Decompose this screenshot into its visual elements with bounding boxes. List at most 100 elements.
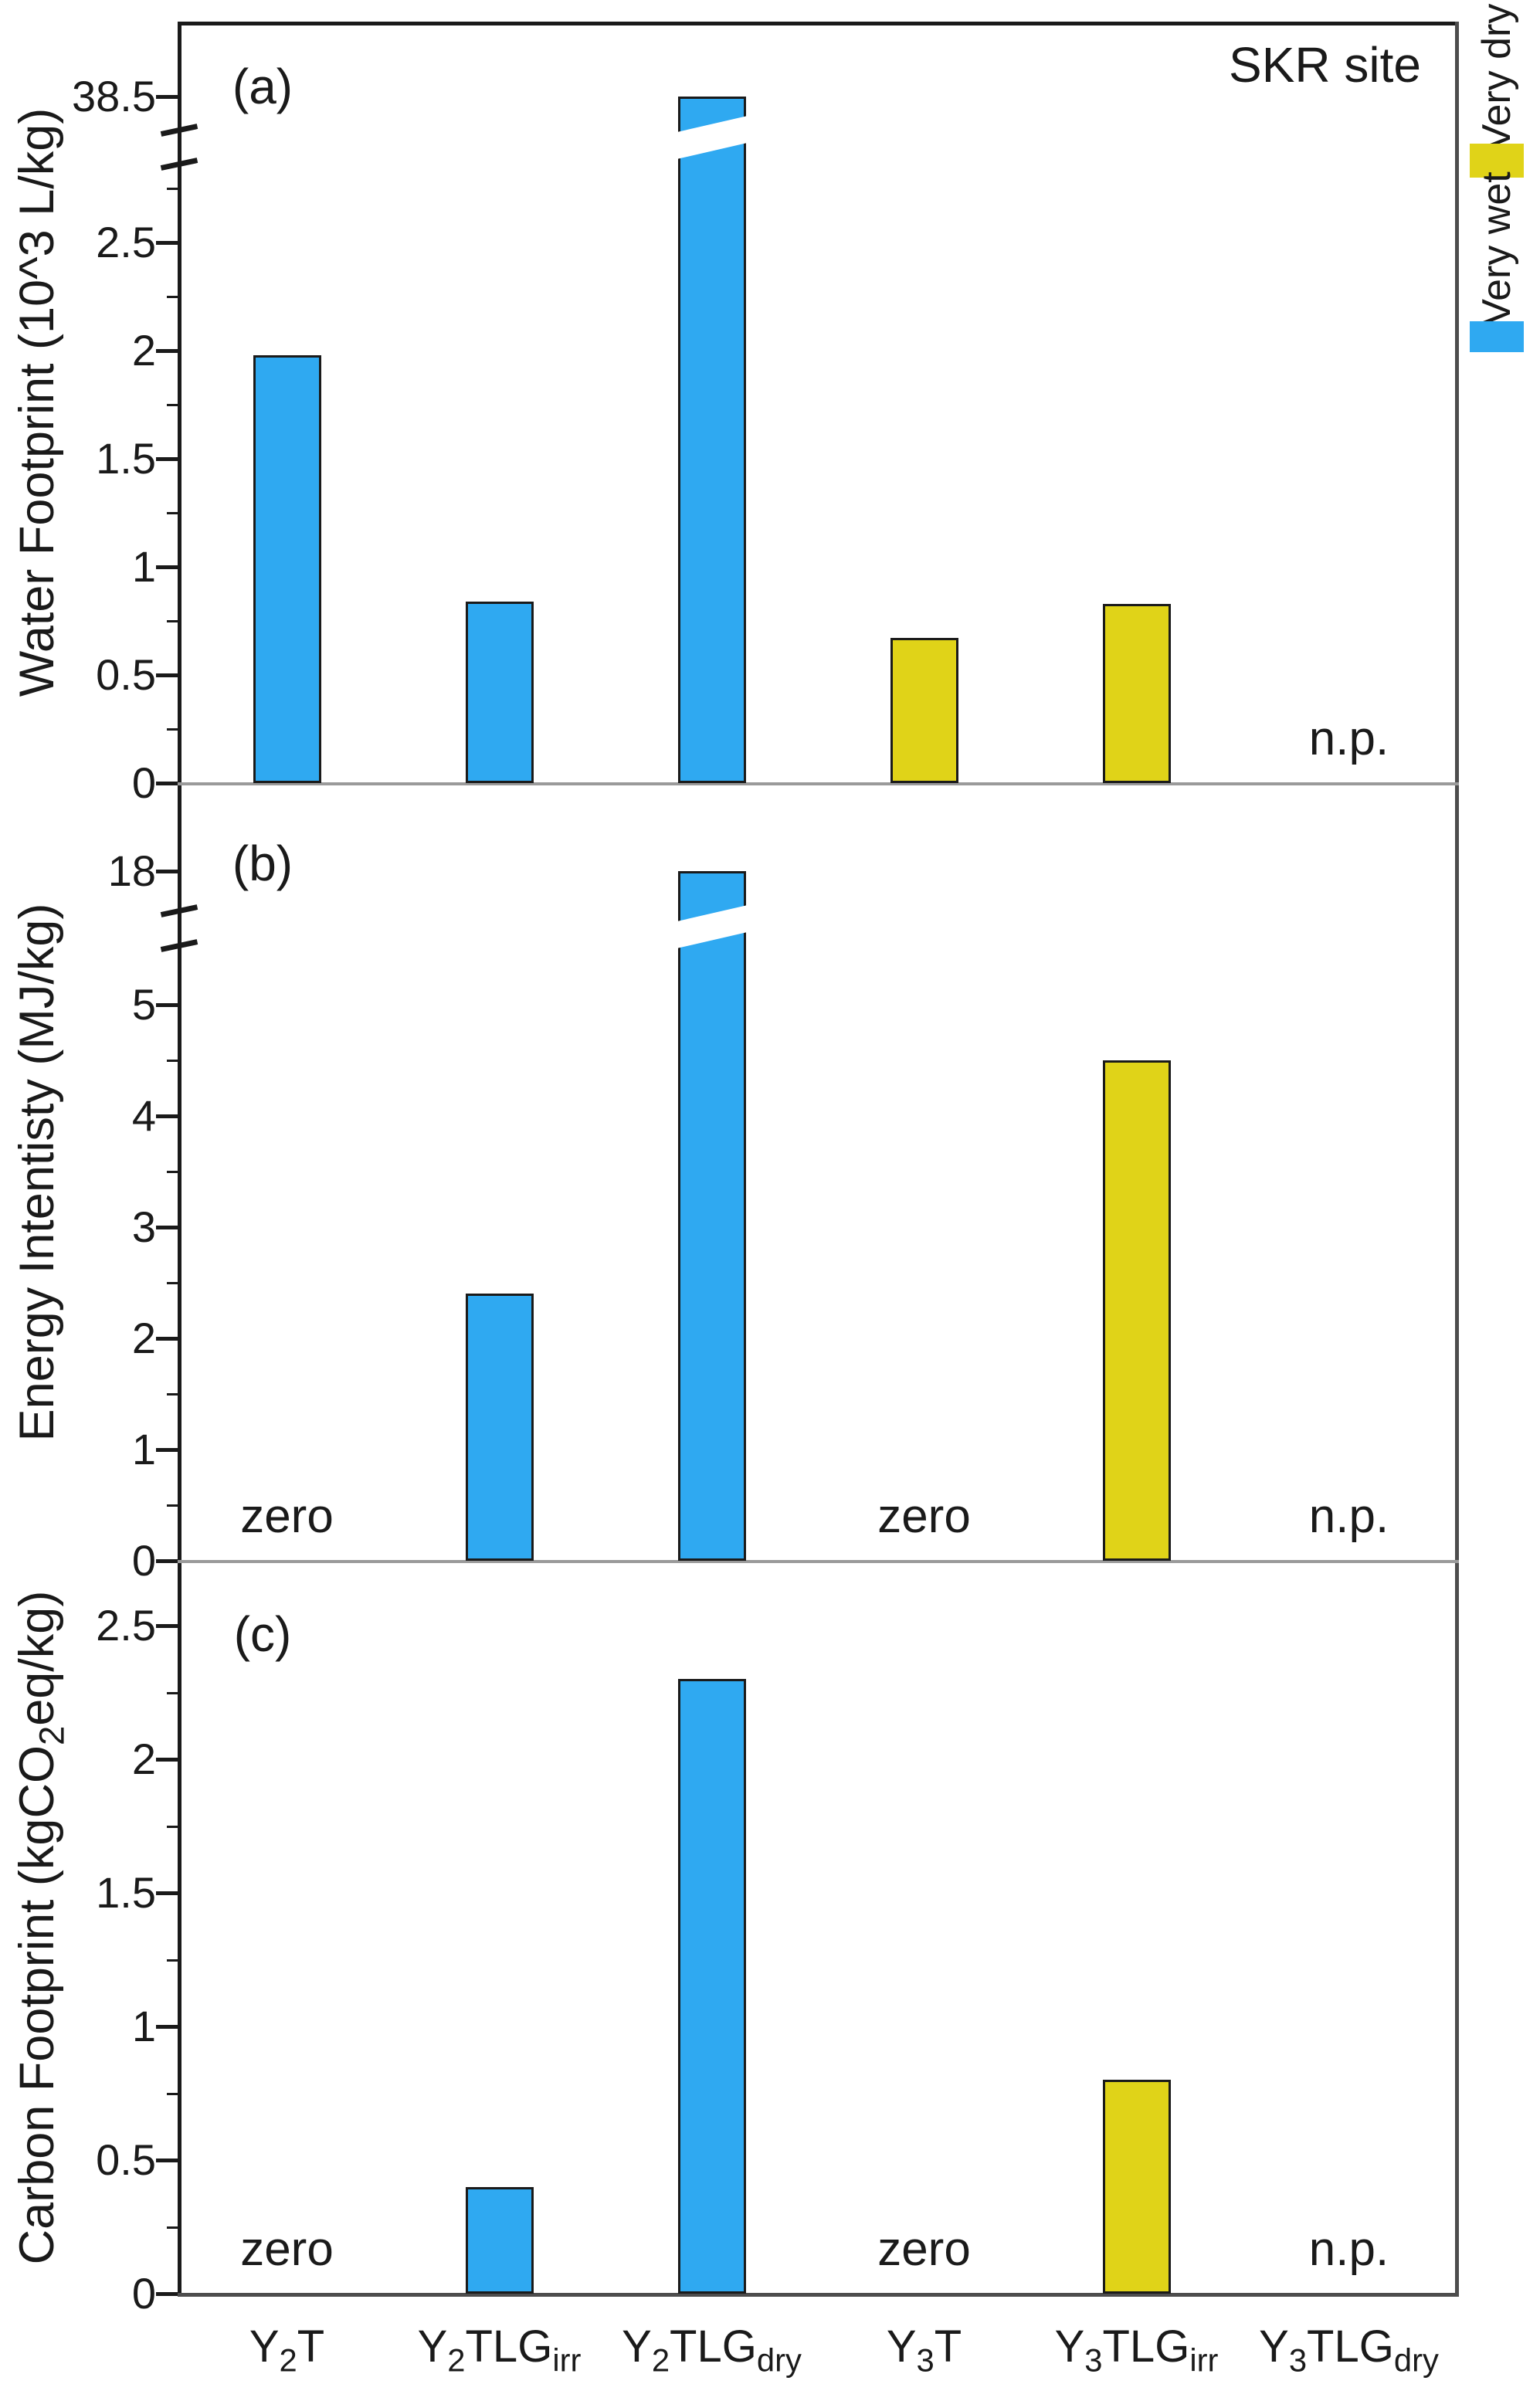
y-axis-tick-label: 1: [131, 2002, 156, 2050]
y-axis-minor-tick: [167, 1060, 178, 1062]
label-text: TLG: [1307, 2321, 1394, 2372]
legend-label-very-dry: Very dry: [1474, 3, 1519, 151]
y-axis-minor-tick: [167, 1691, 178, 1694]
not-produced-annotation: n.p.: [1308, 1490, 1389, 1543]
zero-annotation: zero: [240, 2223, 334, 2276]
label-text: Water Footprint (10^3 L/kg): [10, 107, 64, 697]
zero-annotation: zero: [877, 1490, 971, 1543]
label-subscript: 2: [447, 2342, 466, 2379]
x-axis-label-Y3TLGirr: Y3TLGirr: [1054, 2321, 1219, 2376]
bar-Y2TLGirr: [465, 601, 534, 783]
y-axis-minor-tick: [167, 2092, 178, 2095]
y-axis-major-tick: [156, 1114, 178, 1118]
panel-letter: (c): [233, 1606, 292, 1662]
y-axis-tick-label: 4: [131, 1091, 156, 1140]
y-axis-major-tick: [156, 1003, 178, 1007]
y-axis-major-tick: [156, 673, 178, 677]
y-axis-minor-tick: [167, 1825, 178, 1828]
label-text: eq/kg): [10, 1590, 64, 1726]
y-axis-tick-label: 0: [131, 1536, 156, 1585]
not-produced-annotation: n.p.: [1308, 712, 1389, 765]
panel-baseline: [178, 2293, 1459, 2297]
bar-Y2TLGdry: [677, 871, 746, 1561]
y-axis-minor-tick: [167, 404, 178, 406]
y-axis-major-tick: [156, 2292, 178, 2296]
y-axis-major-tick: [156, 1337, 178, 1341]
x-axis-label-Y2T: Y2T: [249, 2321, 325, 2376]
y-axis-title: Carbon Footprint (kgCO2eq/kg): [9, 1590, 72, 2264]
y-axis-minor-tick: [167, 1282, 178, 1284]
y-axis-tick-label: 2: [131, 326, 156, 375]
panel-letter: (b): [232, 836, 293, 891]
y-axis-tick-label: 1.5: [96, 434, 156, 483]
y-axis-title: Energy Intentisty (MJ/kg): [9, 903, 65, 1441]
label-text: Y: [417, 2321, 448, 2372]
y-axis-minor-tick: [167, 296, 178, 298]
label-subscript: 2: [279, 2342, 297, 2379]
zero-annotation: zero: [240, 1490, 334, 1543]
y-axis-major-tick: [156, 565, 178, 569]
y-axis-major-tick: [156, 457, 178, 461]
y-axis-line: [178, 22, 181, 2296]
bar-Y3TLGirr: [1102, 1060, 1171, 1561]
y-axis-tick-label: 2: [131, 1314, 156, 1362]
label-subscript: 2: [32, 1725, 72, 1745]
label-text: Y: [886, 2321, 917, 2372]
legend-swatch-very-wet: [1470, 321, 1524, 352]
y-axis-major-tick: [156, 2159, 178, 2162]
label-subscript: 3: [1084, 2342, 1103, 2379]
label-subscript: 2: [651, 2342, 670, 2379]
legend-label-very-wet: Very wet: [1474, 171, 1519, 326]
bar-Y2T: [253, 354, 321, 783]
label-text: Y: [1054, 2321, 1085, 2372]
y-axis-tick-label: 0: [131, 2269, 156, 2318]
not-produced-annotation: n.p.: [1308, 2223, 1389, 2276]
label-text: TLG: [670, 2321, 757, 2372]
y-axis-upper-tick: [156, 870, 178, 873]
x-axis-label-Y2TLGdry: Y2TLGdry: [622, 2321, 802, 2376]
bar-Y2TLGdry: [677, 1679, 746, 2294]
label-text: T: [934, 2321, 962, 2372]
y-axis-tick-label: 2.5: [96, 218, 156, 266]
bar-Y3TLGirr: [1102, 2080, 1171, 2294]
y-axis-major-tick: [156, 241, 178, 245]
y-axis-minor-tick: [167, 1171, 178, 1173]
label-text: T: [297, 2321, 325, 2372]
y-axis-major-tick: [156, 2025, 178, 2029]
label-subscript: irr: [552, 2342, 582, 2379]
label-subscript: dry: [1393, 2342, 1439, 2379]
plot-right-border: [1455, 22, 1459, 2296]
y-axis-minor-tick: [167, 188, 178, 190]
y-axis-tick-label: 5: [131, 980, 156, 1029]
label-text: Y: [1259, 2321, 1289, 2372]
label-subscript: dry: [756, 2342, 802, 2379]
y-axis-tick-label: 0.5: [96, 2135, 156, 2184]
y-axis-minor-tick: [167, 728, 178, 731]
y-axis-major-tick: [156, 1624, 178, 1628]
y-axis-major-tick: [156, 1559, 178, 1563]
y-axis-tick-label: 2: [131, 1735, 156, 1783]
x-axis-label-Y3TLGdry: Y3TLGdry: [1259, 2321, 1439, 2376]
label-text: TLG: [1102, 2321, 1190, 2372]
bar-Y3T: [890, 638, 958, 783]
y-axis-major-tick: [156, 1758, 178, 1762]
y-axis-major-tick: [156, 1891, 178, 1895]
y-axis-title: Water Footprint (10^3 L/kg): [9, 108, 65, 697]
site-title: SKR site: [1229, 37, 1421, 93]
y-axis-tick-label: 1: [131, 1425, 156, 1473]
panel-baseline: [178, 782, 1459, 785]
legend-swatch-very-dry: [1470, 144, 1524, 178]
zero-annotation: zero: [877, 2223, 971, 2276]
y-axis-tick-label: 3: [131, 1202, 156, 1251]
y-axis-tick-label: 0: [131, 758, 156, 807]
label-text: Energy Intentisty (MJ/kg): [10, 903, 64, 1441]
bar-Y2TLGirr: [465, 1294, 534, 1561]
x-axis-label-Y2TLGirr: Y2TLGirr: [417, 2321, 582, 2376]
y-axis-upper-tick-label: 38.5: [72, 72, 156, 120]
y-axis-major-tick: [156, 349, 178, 353]
y-axis-major-tick: [156, 782, 178, 785]
label-text: Carbon Footprint (kgCO: [10, 1745, 64, 2264]
label-text: TLG: [465, 2321, 553, 2372]
y-axis-minor-tick: [167, 1393, 178, 1395]
